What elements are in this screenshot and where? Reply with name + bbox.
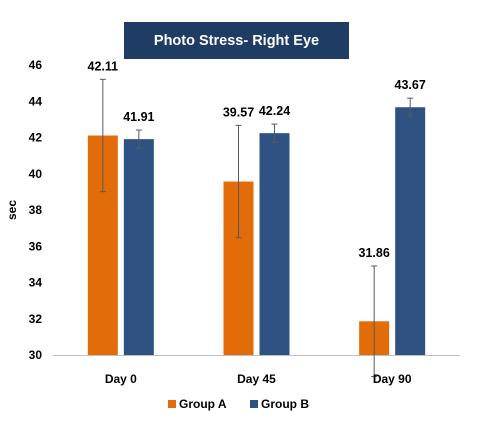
- y-tick-label: 42: [29, 131, 43, 145]
- data-label: 42.11: [88, 59, 119, 73]
- legend-label: Group B: [261, 397, 309, 411]
- x-tick-label: Day 0: [105, 372, 137, 386]
- legend-swatch-group-b: [250, 400, 258, 408]
- y-tick-label: 36: [29, 239, 43, 253]
- x-tick-label: Day 90: [373, 372, 412, 386]
- bar-group-b: [259, 133, 290, 355]
- legend-label: Group A: [179, 397, 227, 411]
- y-axis-label: sec: [5, 200, 19, 220]
- x-tick-label: Day 45: [237, 372, 276, 386]
- y-tick-label: 40: [29, 167, 43, 181]
- y-tick-label: 38: [29, 203, 43, 217]
- y-tick-label: 46: [29, 58, 43, 72]
- y-tick-label: 30: [29, 348, 43, 362]
- legend-swatch-group-a: [168, 400, 176, 408]
- chart-title: Photo Stress- Right Eye: [124, 22, 349, 59]
- data-label: 43.67: [395, 78, 426, 92]
- y-tick-label: 34: [29, 276, 43, 290]
- data-label: 31.86: [359, 246, 390, 260]
- y-tick-label: 44: [29, 94, 43, 108]
- y-tick-label: 32: [29, 312, 43, 326]
- data-label: 42.24: [259, 104, 290, 118]
- bar-group-b: [395, 107, 426, 355]
- data-label: 41.91: [123, 110, 154, 124]
- data-label: 39.57: [223, 105, 254, 119]
- bar-group-b: [123, 139, 154, 355]
